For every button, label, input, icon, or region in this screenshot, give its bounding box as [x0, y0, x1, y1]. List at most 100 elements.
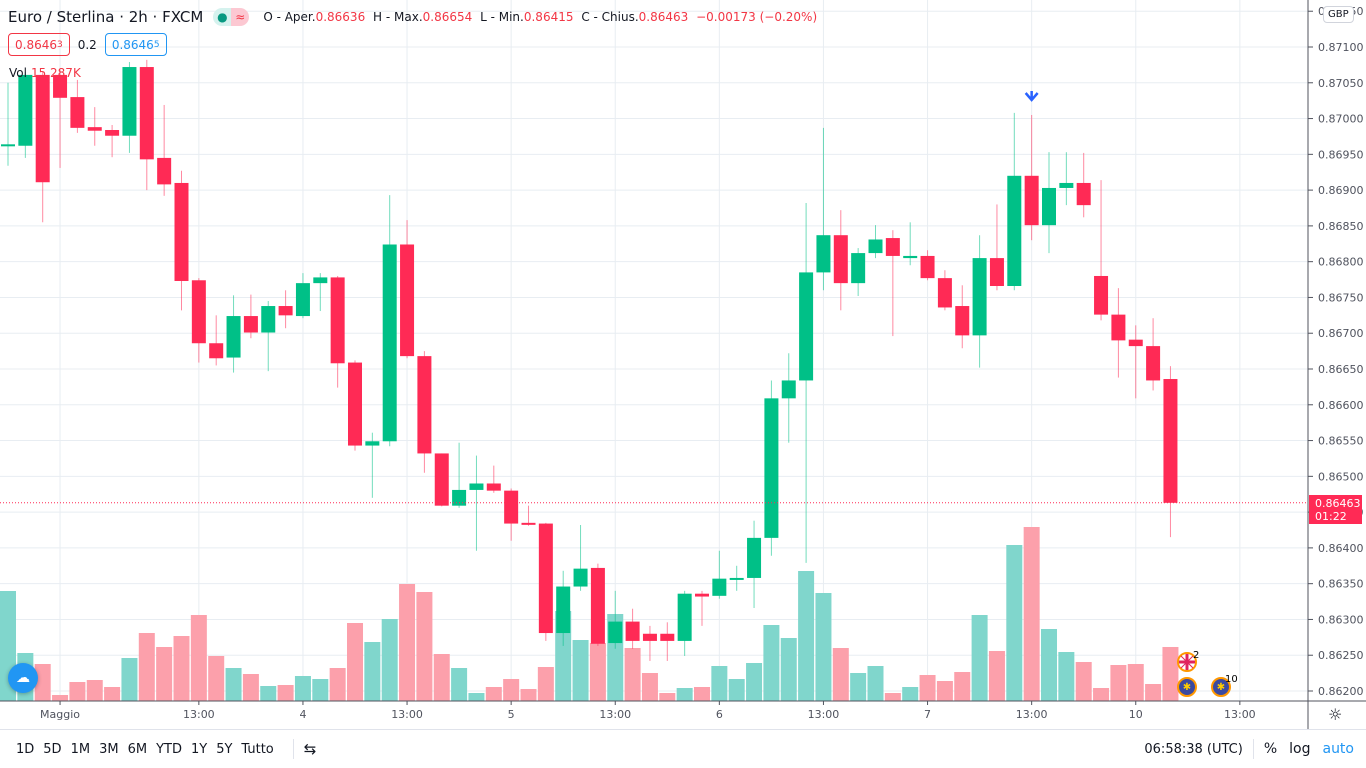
- volume-bar: [156, 647, 173, 701]
- volume-bar: [659, 693, 676, 701]
- range-3m[interactable]: 3M: [99, 741, 119, 757]
- time-tick-label: 5: [508, 708, 515, 721]
- uk-flag-icon[interactable]: [1177, 652, 1197, 672]
- volume-bar: [850, 673, 867, 701]
- candle: [486, 465, 501, 493]
- candle: [261, 301, 276, 372]
- candle-body: [712, 578, 727, 596]
- range-5y[interactable]: 5Y: [216, 741, 233, 757]
- volume-bar: [52, 695, 69, 701]
- candle-body: [1163, 379, 1178, 503]
- range-5d[interactable]: 5D: [43, 741, 62, 757]
- volume-label: Vol: [9, 66, 27, 80]
- candle: [434, 453, 449, 507]
- candle-body: [1076, 182, 1091, 206]
- symbol-title[interactable]: Euro / Sterlina · 2h · FXCM: [8, 8, 204, 26]
- volume-bar: [416, 592, 433, 701]
- candle: [87, 107, 102, 146]
- candle-body: [1024, 175, 1039, 226]
- buy-button[interactable]: 0.8646 5: [104, 33, 167, 56]
- candle: [400, 220, 415, 359]
- volume-bar: [763, 625, 780, 701]
- time-tick-label: 6: [716, 708, 723, 721]
- range-1m[interactable]: 1M: [70, 741, 91, 757]
- currency-button[interactable]: GBP: [1323, 6, 1354, 23]
- time-tick-label: 13:00: [391, 708, 423, 721]
- price-tick-label: 0.86600: [1318, 399, 1364, 412]
- price-tick-label: 0.86800: [1318, 256, 1364, 269]
- candle-body: [989, 258, 1004, 286]
- volume-bar: [1127, 664, 1144, 701]
- candle: [243, 294, 258, 339]
- range-all[interactable]: Tutto: [241, 741, 274, 757]
- range-6m[interactable]: 6M: [127, 741, 148, 757]
- date-range-icon[interactable]: ⇆: [303, 740, 317, 758]
- candle: [70, 79, 85, 133]
- candle-body: [313, 277, 328, 284]
- candle-body: [504, 490, 519, 524]
- eu-flag-icon[interactable]: ✱: [1211, 677, 1231, 697]
- volume-value: 15.287K: [30, 66, 81, 80]
- candle-body: [35, 74, 50, 183]
- range-1d[interactable]: 1D: [16, 741, 35, 757]
- volume-bar: [208, 656, 225, 701]
- auto-toggle[interactable]: auto: [1322, 741, 1354, 757]
- last-price: 0.86463: [1315, 497, 1361, 510]
- volume-bar: [260, 686, 277, 701]
- status-pill[interactable]: ● ≈: [213, 8, 250, 26]
- candle-body: [799, 272, 814, 381]
- candle-body: [434, 453, 449, 506]
- candle: [18, 72, 33, 158]
- low-value: 0.86415: [523, 10, 574, 24]
- tradingview-logo-icon[interactable]: ☁: [8, 663, 38, 693]
- candle: [469, 455, 484, 551]
- candle-body: [903, 255, 918, 259]
- candle: [348, 360, 362, 451]
- candle: [937, 270, 952, 311]
- volume-bar: [589, 643, 606, 701]
- candle: [816, 127, 831, 291]
- volume-bar: [815, 593, 832, 701]
- price-tick-label: 0.86300: [1318, 613, 1364, 626]
- candle-body: [937, 278, 952, 308]
- price-chart[interactable]: 0.871500.871000.870500.870000.869500.869…: [0, 0, 1366, 729]
- eu-flag-icon[interactable]: ✱: [1177, 677, 1197, 697]
- range-1y[interactable]: 1Y: [190, 741, 208, 757]
- ohlc-values: O - Aper.0.86636 H - Max.0.86654 L - Min…: [263, 10, 821, 24]
- candle: [695, 590, 709, 626]
- volume-bar: [381, 619, 398, 701]
- candle-body: [660, 633, 675, 641]
- candle-body: [538, 523, 553, 634]
- volume-bar: [329, 668, 346, 701]
- arrow-down-icon: [1024, 91, 1039, 102]
- sell-button[interactable]: 0.8646 3: [8, 33, 70, 56]
- volume-bar: [312, 679, 329, 701]
- divider: [292, 739, 294, 759]
- candle: [747, 520, 762, 608]
- volume-bar: [1093, 688, 1110, 701]
- candle: [989, 204, 1004, 291]
- volume-bar: [34, 664, 51, 701]
- chart-settings-icon[interactable]: ☼: [1328, 705, 1343, 724]
- clock[interactable]: 06:58:38 (UTC): [1144, 741, 1243, 757]
- volume-bar: [988, 651, 1005, 701]
- volume-bar: [746, 663, 763, 701]
- candle: [1024, 114, 1039, 241]
- volume-bar: [919, 675, 936, 701]
- candle-body: [261, 306, 276, 333]
- candle-body: [1042, 187, 1056, 226]
- volume-bar: [173, 636, 190, 701]
- candle-body: [105, 130, 120, 136]
- candle-body: [157, 157, 172, 185]
- candle: [642, 625, 657, 661]
- price-tick-label: 0.87100: [1318, 41, 1364, 54]
- volume-bar: [451, 668, 468, 701]
- volume-bar: [624, 648, 641, 701]
- candle-body: [521, 522, 536, 525]
- candle: [625, 608, 640, 649]
- percent-toggle[interactable]: %: [1263, 741, 1278, 757]
- range-ytd[interactable]: YTD: [156, 741, 182, 757]
- log-toggle[interactable]: log: [1289, 741, 1311, 757]
- volume-bar: [798, 571, 815, 701]
- volume-bar: [1110, 665, 1127, 701]
